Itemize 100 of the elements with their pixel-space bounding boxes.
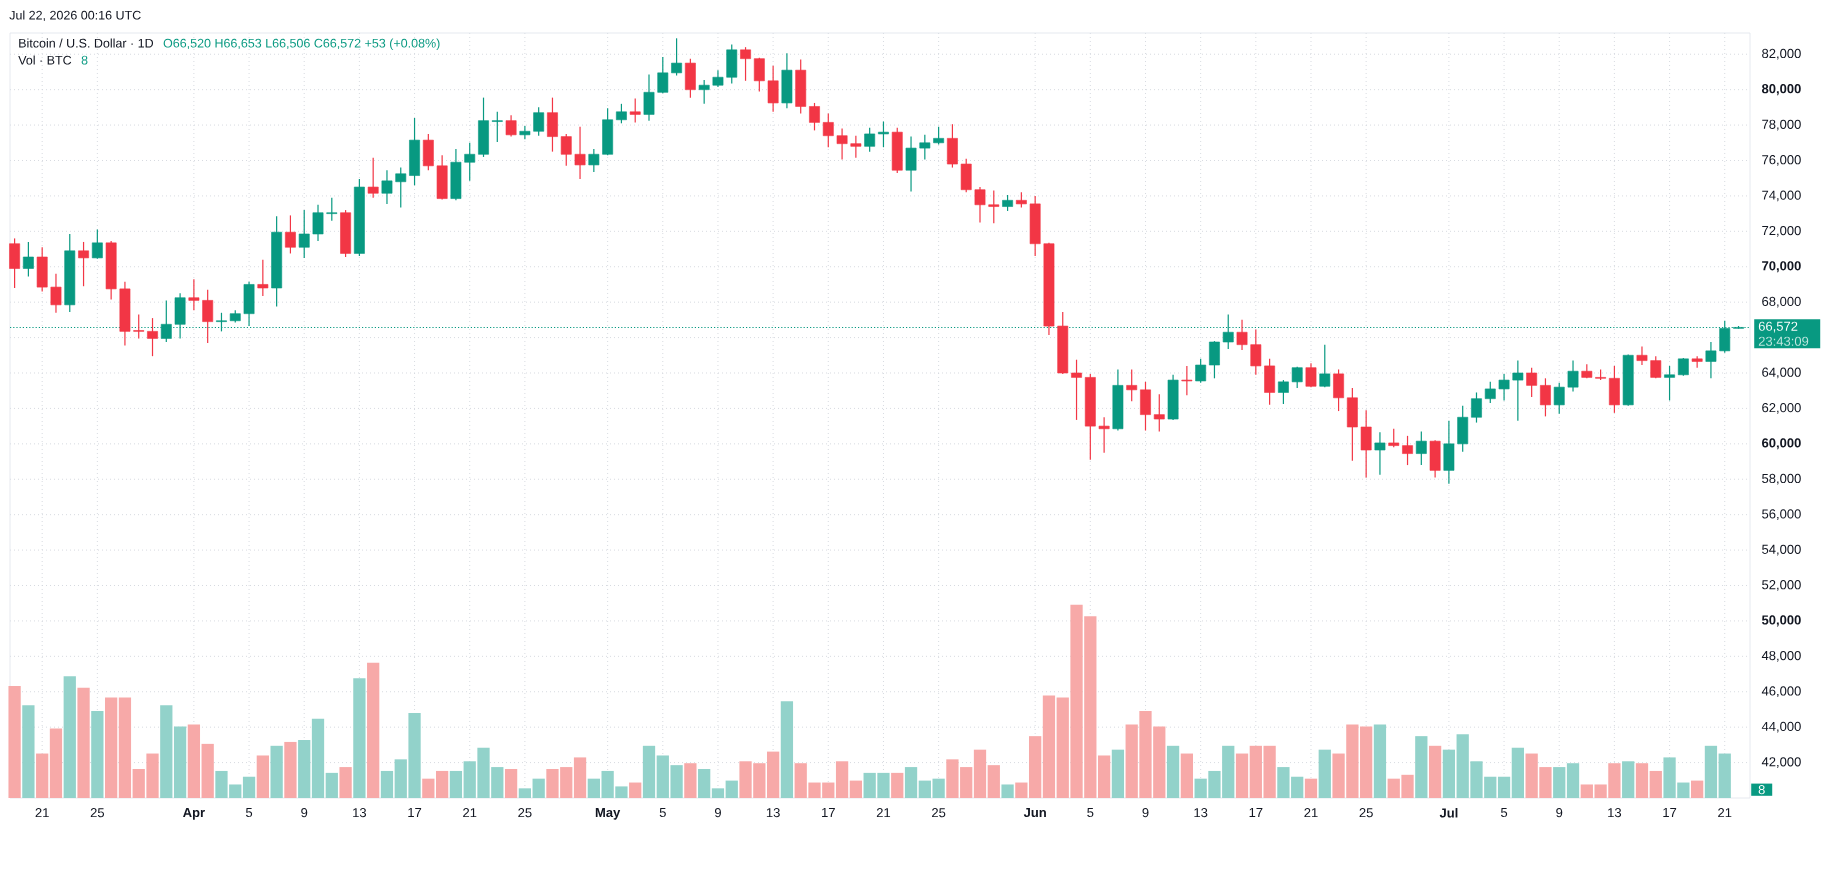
bar (1180, 753, 1193, 798)
candlestick (988, 190, 1000, 224)
candlestick (1691, 355, 1703, 369)
bar (1373, 724, 1387, 798)
bar (1704, 745, 1718, 798)
x-tick-label: 5 (245, 808, 253, 818)
bar (642, 745, 656, 798)
bar (1497, 776, 1511, 798)
y-tick-label: 60,000 (1762, 438, 1801, 450)
x-tick-label: 5 (1500, 808, 1508, 818)
x-tick-label: 21 (876, 808, 891, 818)
bar (629, 782, 642, 798)
candlestick (395, 166, 407, 209)
y-tick-label: 54,000 (1762, 544, 1801, 556)
candlestick (491, 111, 503, 143)
candlestick (519, 125, 531, 140)
y-tick-label: 74,000 (1762, 190, 1801, 202)
candlestick (1415, 430, 1427, 466)
bar (698, 769, 711, 798)
candlestick (1319, 344, 1331, 388)
candlestick (629, 97, 641, 124)
bar (22, 705, 35, 798)
chart-subtitle: O66,520 H66,653 L66,506 C66,572 +53 (+0.08%) (163, 38, 440, 51)
bar (36, 753, 49, 798)
bar (891, 772, 904, 798)
bar (1428, 745, 1442, 798)
candlestick (616, 103, 627, 124)
candlestick (1388, 428, 1400, 448)
y-tick-label: 70,000 (1762, 261, 1801, 273)
bar (1718, 753, 1731, 798)
bar (518, 788, 532, 798)
bar (1042, 695, 1056, 798)
bar (77, 687, 90, 798)
bar (118, 697, 132, 798)
candlestick (574, 126, 586, 180)
bar (1635, 763, 1649, 798)
candlestick (1540, 377, 1551, 417)
candlestick (1636, 345, 1648, 366)
bar (187, 724, 201, 798)
candlestick (505, 114, 517, 138)
candlestick (767, 65, 779, 113)
bar (1111, 749, 1125, 798)
candlestick (326, 197, 338, 222)
candlestick (298, 209, 310, 259)
bar (1001, 784, 1014, 798)
candlestick (1374, 431, 1386, 476)
candlestick (905, 135, 917, 193)
candlestick (1512, 360, 1524, 422)
y-tick-label: 68,000 (1762, 296, 1801, 308)
bar (780, 701, 794, 798)
candlestick (1471, 391, 1482, 424)
x-tick-label: 25 (1359, 808, 1373, 818)
candlestick (50, 273, 62, 314)
bar (1566, 763, 1580, 798)
candlestick (588, 148, 600, 173)
x-tick-label: 25 (518, 808, 532, 818)
bar (1649, 770, 1662, 798)
bar (311, 718, 325, 798)
bar (367, 662, 380, 798)
bar (242, 776, 256, 798)
candlestick (1209, 340, 1220, 379)
x-tick-label: 13 (766, 808, 780, 818)
candlestick (836, 128, 848, 161)
x-tick-label: 21 (463, 808, 477, 818)
candlestick (381, 169, 393, 205)
candlestick (285, 214, 296, 255)
candlestick (147, 317, 158, 357)
bar (422, 778, 435, 798)
bar (339, 767, 352, 798)
y-tick-label: 56,000 (1762, 509, 1801, 521)
bar (173, 726, 187, 798)
candlestick (1222, 313, 1234, 350)
y-tick-label: 72,000 (1762, 225, 1801, 237)
y-tick-label: 52,000 (1762, 580, 1801, 591)
x-tick-label: 13 (1608, 808, 1622, 818)
candlestick (1664, 365, 1675, 402)
candlestick (367, 157, 379, 199)
bar (1442, 749, 1456, 798)
y-tick-label: 58,000 (1762, 473, 1801, 485)
bar (449, 770, 463, 798)
candlestick (1250, 329, 1262, 376)
x-tick-label: Jun (1023, 808, 1046, 818)
candlestick (312, 204, 324, 242)
candlestick (1498, 373, 1510, 402)
candlestick (1126, 368, 1138, 402)
candlestick (753, 57, 765, 93)
bar (711, 788, 725, 798)
bar (91, 711, 104, 798)
candlestick (864, 127, 876, 153)
bar (49, 728, 63, 798)
candlestick (78, 241, 89, 287)
candlestick (91, 228, 103, 260)
bar (835, 761, 849, 798)
x-tick-label: 17 (1663, 808, 1677, 817)
candlestick (1181, 365, 1193, 396)
candlestick (202, 289, 214, 344)
chart-title: Vol · BTC (18, 55, 72, 65)
candlestick (560, 133, 572, 167)
x-tick-label: 9 (714, 808, 721, 818)
candlestick (809, 102, 820, 131)
